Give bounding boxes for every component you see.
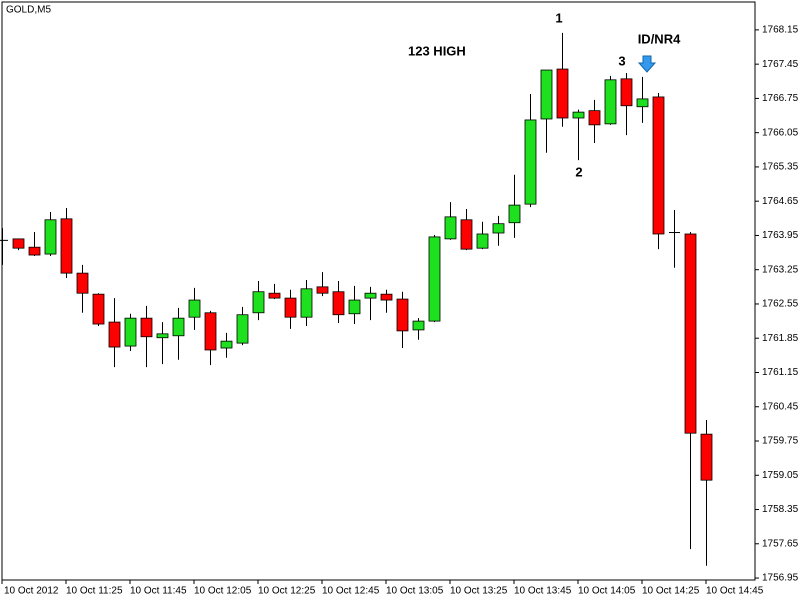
- candle-body: [108, 321, 121, 348]
- candle-body: [172, 317, 185, 337]
- candle-body: [508, 204, 521, 224]
- annotation: ID/NR4: [638, 31, 681, 46]
- candle-body: [220, 340, 233, 349]
- chart-title: GOLD,M5: [6, 5, 51, 16]
- candle-body: [332, 291, 345, 316]
- candle-body: [556, 68, 569, 119]
- candle-body: [476, 233, 489, 249]
- y-tick-label: 1763.95: [762, 230, 799, 241]
- x-tick-label: 10 Oct 11:25: [66, 586, 123, 597]
- y-tick-label: 1764.65: [762, 196, 799, 207]
- y-tick-label: 1762.55: [762, 299, 799, 310]
- candle-body: [700, 433, 713, 481]
- candle-body: [460, 219, 473, 250]
- candle-body: [620, 78, 633, 107]
- x-tick-label: 10 Oct 11:45: [130, 586, 187, 597]
- y-tick-label: 1767.45: [762, 59, 799, 70]
- y-tick-label: 1766.75: [762, 93, 799, 104]
- x-tick-label: 10 Oct 14:05: [578, 586, 636, 597]
- y-tick-label: 1761.15: [762, 367, 799, 378]
- candle-body: [156, 333, 169, 339]
- candle-body: [669, 232, 680, 234]
- candle-body: [348, 299, 361, 315]
- candle-body: [44, 219, 57, 255]
- candle-body: [76, 272, 89, 294]
- candle-body: [604, 79, 617, 125]
- y-tick-label: 1759.75: [762, 436, 799, 447]
- candle-body: [60, 218, 73, 274]
- x-tick-label: 10 Oct 13:25: [450, 586, 508, 597]
- candle-body: [412, 320, 425, 331]
- x-tick-label: 10 Oct 13:45: [514, 586, 572, 597]
- candle-body: [492, 223, 505, 234]
- annotation: 2: [575, 164, 582, 179]
- x-tick-label: 10 Oct 12:45: [322, 586, 380, 597]
- candle-body: [684, 233, 697, 434]
- annotation: 123 HIGH: [408, 43, 466, 58]
- annotation: 3: [618, 53, 625, 68]
- y-tick-label: 1759.05: [762, 470, 799, 481]
- y-tick-label: 1756.95: [762, 573, 799, 584]
- x-tick-label: 10 Oct 12:25: [258, 586, 316, 597]
- x-tick-label: 10 Oct 14:25: [642, 586, 700, 597]
- candle-body: [588, 110, 601, 126]
- annotation: 1: [555, 10, 562, 25]
- candle-body: [252, 291, 265, 314]
- y-tick-label: 1766.05: [762, 127, 799, 138]
- candle-body: [28, 246, 41, 256]
- y-tick-label: 1768.15: [762, 25, 799, 36]
- candle-body: [284, 297, 297, 318]
- candle-body: [540, 69, 553, 120]
- candle-body: [124, 317, 137, 347]
- candle-body: [444, 216, 457, 240]
- candle-body: [652, 96, 665, 235]
- y-tick-label: 1760.45: [762, 401, 799, 412]
- candle-body: [300, 288, 313, 318]
- candle-body: [524, 119, 537, 205]
- candle-body: [380, 293, 393, 301]
- candle-body: [428, 236, 441, 322]
- candle-body: [396, 298, 409, 332]
- candle-body: [636, 98, 649, 108]
- y-tick-label: 1765.35: [762, 162, 799, 173]
- y-tick-label: 1757.65: [762, 538, 799, 549]
- y-tick-label: 1761.85: [762, 333, 799, 344]
- candle-body: [92, 293, 105, 325]
- candle-body: [0, 239, 8, 241]
- candle-body: [364, 292, 377, 299]
- candle-body: [12, 238, 25, 249]
- x-tick-label: 10 Oct 12:05: [194, 586, 252, 597]
- y-tick-label: 1758.35: [762, 504, 799, 515]
- x-tick-label: 10 Oct 14:45: [706, 586, 764, 597]
- candle-body: [316, 286, 329, 294]
- x-tick-label: 10 Oct 13:05: [386, 586, 444, 597]
- candle-body: [236, 314, 249, 344]
- x-tick-label: 10 Oct 2012: [4, 586, 59, 597]
- candle-body: [188, 299, 201, 318]
- y-tick-label: 1763.25: [762, 264, 799, 275]
- candle-body: [204, 312, 217, 351]
- arrow: [637, 55, 657, 73]
- candle-body: [572, 111, 585, 119]
- candle-body: [140, 317, 153, 338]
- candle-body: [268, 292, 281, 299]
